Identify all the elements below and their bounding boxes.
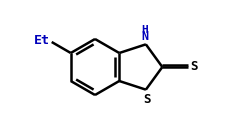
Text: H: H <box>141 25 148 35</box>
Text: S: S <box>143 93 151 106</box>
Text: S: S <box>190 59 198 72</box>
Text: Et: Et <box>34 34 50 47</box>
Text: N: N <box>141 30 148 43</box>
